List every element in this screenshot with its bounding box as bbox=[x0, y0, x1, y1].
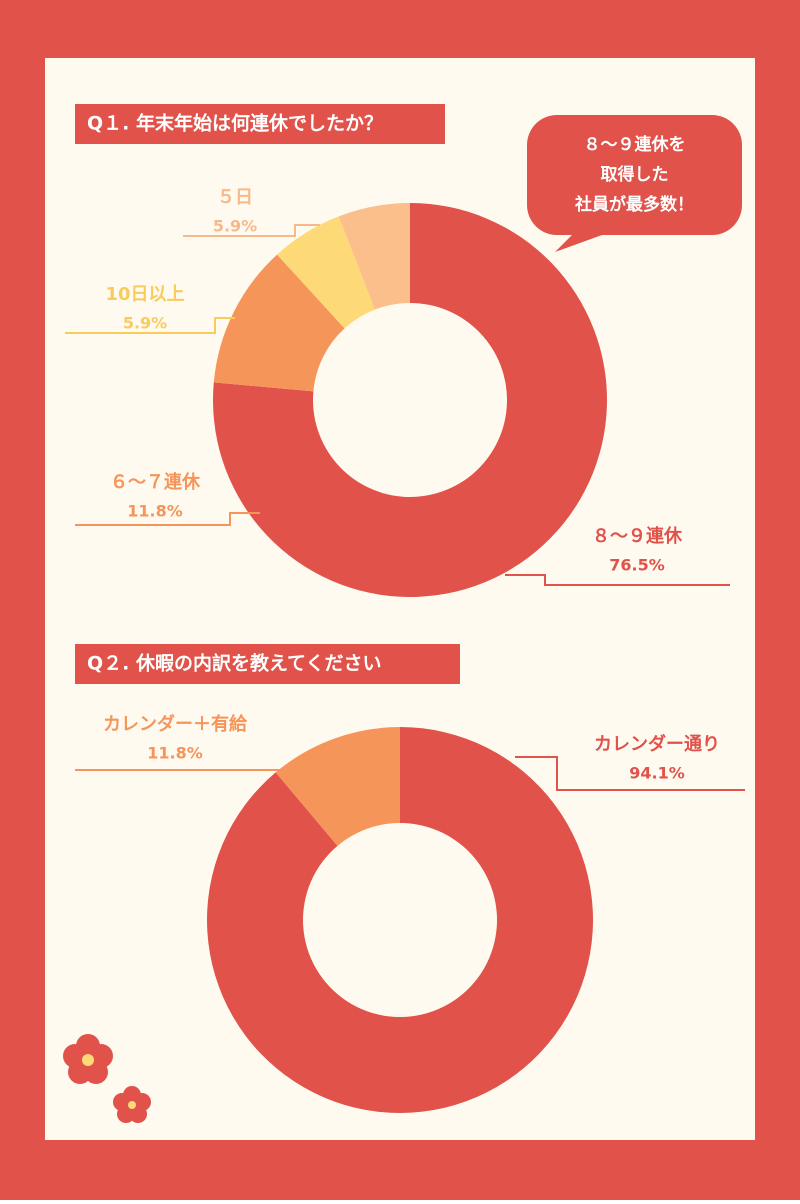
leader-line bbox=[515, 756, 745, 791]
slice-label: ６～７連休 bbox=[110, 471, 201, 493]
callout-text: ８～９連休を bbox=[584, 134, 686, 155]
slice-label: ５日 bbox=[217, 187, 253, 208]
slice-label: カレンダー＋有給 bbox=[103, 713, 248, 735]
flowers bbox=[63, 1034, 151, 1123]
title-badge bbox=[75, 644, 460, 684]
callout-text: 取得した bbox=[601, 164, 669, 185]
callout-bubble bbox=[527, 115, 742, 252]
leader-line bbox=[183, 224, 320, 237]
slice bbox=[207, 727, 594, 1113]
value-label: 11.8% bbox=[127, 502, 183, 521]
value-label: 11.8% bbox=[147, 744, 203, 763]
leader-line bbox=[75, 512, 260, 526]
chart-title: Q２. 休暇の内訳を教えてください bbox=[87, 652, 381, 675]
value-label: 94.1% bbox=[629, 764, 685, 783]
slice-label: ８～９連休 bbox=[592, 525, 683, 547]
value-label: 5.9% bbox=[213, 217, 257, 236]
slice-label: 10日以上 bbox=[105, 284, 184, 305]
value-label: 5.9% bbox=[123, 314, 167, 333]
title-badge bbox=[75, 104, 445, 144]
slice bbox=[275, 726, 400, 846]
slice bbox=[213, 203, 608, 597]
leader-line bbox=[65, 317, 235, 334]
callout-text: 社員が最多数！ bbox=[574, 194, 694, 215]
slice-label: カレンダー通り bbox=[594, 733, 720, 755]
slice bbox=[213, 254, 345, 392]
slice bbox=[338, 203, 410, 310]
chart-title: Q１. 年末年始は何連休でしたか？ bbox=[87, 112, 383, 135]
slice bbox=[277, 216, 375, 329]
value-label: 76.5% bbox=[609, 556, 665, 575]
leader-line bbox=[505, 574, 730, 586]
